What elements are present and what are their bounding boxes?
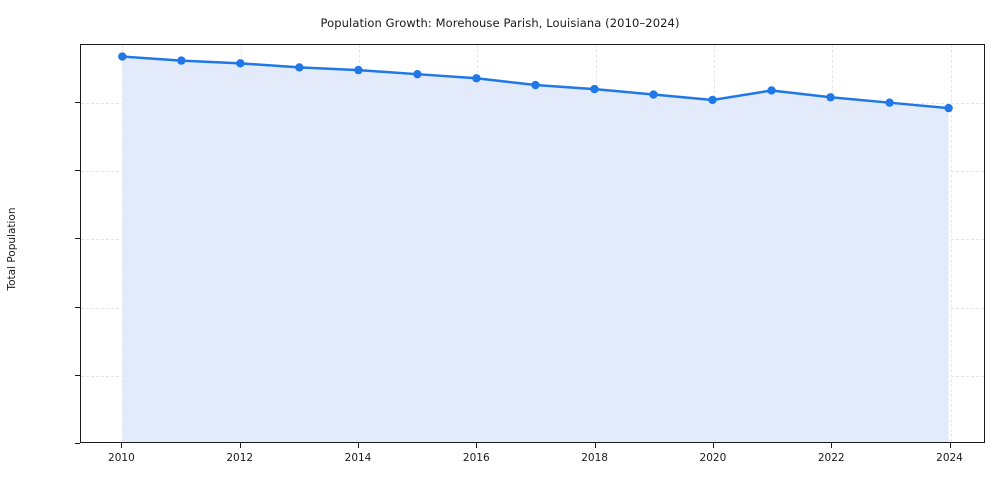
- data-point-marker: [295, 63, 304, 72]
- y-axis-tick-mark: [75, 101, 80, 103]
- x-axis-tick-label: 2014: [344, 452, 372, 464]
- y-axis-tick-mark: [75, 170, 80, 172]
- x-axis-tick-label: 2020: [699, 452, 727, 464]
- data-point-marker: [472, 74, 481, 83]
- y-axis-tick-mark: [75, 374, 80, 376]
- y-axis-tick-mark: [75, 443, 80, 444]
- data-point-marker: [236, 59, 245, 68]
- chart-title: Population Growth: Morehouse Parish, Lou…: [320, 16, 680, 30]
- gridline-vertical: [950, 45, 952, 442]
- data-point-marker: [826, 93, 835, 102]
- data-point-marker: [767, 86, 776, 95]
- data-point-marker: [944, 103, 953, 113]
- x-axis-tick-mark: [239, 443, 241, 448]
- data-point-marker: [590, 84, 599, 94]
- x-axis-tick-label: 2016: [462, 452, 490, 464]
- data-point-marker: [708, 95, 717, 105]
- plot-area: [80, 44, 985, 443]
- data-point-marker: [177, 56, 186, 65]
- x-axis-tick-label: 2018: [581, 452, 608, 464]
- series-area-line: [118, 52, 953, 442]
- data-point-marker: [118, 52, 127, 61]
- x-axis-tick-label: 2012: [226, 452, 254, 464]
- data-point-marker: [413, 70, 422, 79]
- x-axis-tick-mark: [476, 443, 478, 448]
- x-axis-tick-mark: [594, 443, 596, 448]
- x-axis-tick-label: 2010: [108, 452, 135, 464]
- x-axis-tick-mark: [121, 443, 123, 448]
- data-point-marker: [649, 90, 658, 99]
- x-axis-tick-mark: [712, 443, 714, 448]
- y-axis-tick-mark: [75, 306, 80, 308]
- data-point-marker: [885, 98, 894, 107]
- x-axis-tick-mark: [831, 443, 833, 448]
- x-axis-tick-label: 2022: [817, 452, 845, 464]
- y-axis-label: Total Population: [6, 207, 18, 291]
- data-point-marker: [531, 80, 540, 90]
- x-axis-tick-mark: [358, 443, 359, 448]
- series-area-fill: [122, 56, 949, 442]
- x-axis-tick-label: 2024: [936, 452, 963, 464]
- y-axis-tick-mark: [75, 238, 80, 240]
- x-axis-tick-mark: [949, 443, 951, 448]
- data-point-marker: [354, 65, 363, 75]
